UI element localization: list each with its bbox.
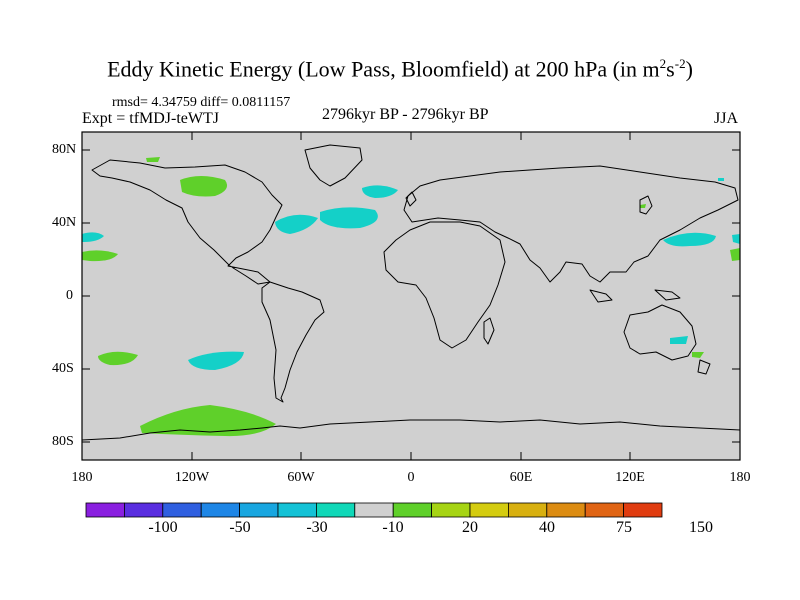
patch-south-pacific-neg (188, 351, 244, 370)
patch-north-atlantic-neg (362, 185, 398, 198)
greenland-coast (304, 144, 363, 187)
lon-label: 60W (287, 470, 315, 485)
lat-label: 0 (66, 288, 73, 303)
colorbar (85, 502, 663, 518)
lon-label: 120W (174, 470, 210, 485)
eurasia-coast (403, 165, 739, 283)
patch-west-pacific-pos (82, 250, 118, 262)
period-label: 2796kyr BP - 2796kyr BP (322, 106, 489, 123)
colorbar-label: 150 (689, 519, 713, 536)
negative-anomaly-patches (82, 178, 740, 370)
south-america-coast (261, 281, 325, 403)
lat-label: 40N (52, 215, 77, 230)
patch-antarctic-pos (140, 405, 276, 437)
lon-label: 180 (71, 470, 93, 485)
colorbar-box (469, 502, 509, 518)
colorbar-box (584, 502, 625, 518)
antarctica-coast (81, 419, 741, 441)
colorbar-box (431, 502, 471, 518)
australia-coast (623, 304, 697, 361)
season-label: JJA (714, 110, 739, 127)
colorbar-box (623, 502, 663, 518)
colorbar-box (277, 502, 317, 518)
lat-label: 80N (52, 142, 77, 157)
patch-japan-pos (640, 204, 646, 208)
patch-atlantic-neg-2 (320, 207, 378, 229)
patch-north-pacific-neg (663, 232, 716, 247)
madagascar-coast (483, 317, 495, 345)
patch-south-pacific-pos (98, 351, 138, 366)
plot-title: Eddy Kinetic Energy (Low Pass, Bloomfiel… (107, 56, 693, 82)
lon-label: 180 (729, 470, 751, 485)
colorbar-label: 20 (462, 519, 478, 536)
patch-pacific-neg (82, 232, 104, 242)
colorbar-label: 75 (616, 519, 632, 536)
britain-coast (405, 191, 417, 207)
north-america-coast (91, 159, 283, 285)
colorbar-box (315, 502, 356, 518)
patch-arctic-pos (146, 157, 160, 162)
colorbar-box (239, 502, 279, 518)
colorbar-label: 40 (539, 519, 555, 536)
patch-east-edge-neg (732, 234, 740, 244)
colorbar-box (162, 502, 202, 518)
colorbar-label: -100 (148, 519, 178, 536)
experiment-label: Expt = tfMDJ-teWTJ (82, 110, 219, 127)
new-guinea-coast (654, 289, 681, 301)
lon-label: 120E (615, 470, 645, 485)
colorbar-box (546, 502, 586, 518)
new-zealand-coast (697, 359, 711, 375)
colorbar-label: -30 (306, 519, 328, 536)
colorbar-box (124, 502, 164, 518)
colorbar-box (200, 502, 240, 518)
lat-label: 40S (52, 361, 74, 376)
africa-coast (383, 221, 506, 349)
coastlines (81, 144, 741, 441)
positive-anomaly-patches (82, 157, 740, 437)
lon-label: 60E (509, 470, 533, 485)
rmsd-diff-text: rmsd= 4.34759 diff= 0.0811157 (112, 95, 291, 110)
patch-north-pacific-pos (180, 176, 228, 197)
patch-arctic-neg (718, 178, 724, 181)
patch-east-edge-pos (730, 248, 740, 261)
patch-australia-pos (692, 352, 704, 358)
lat-label: 80S (52, 434, 74, 449)
patch-atlantic-neg-1 (275, 214, 318, 234)
colorbar-label: -10 (382, 519, 404, 536)
colorbar-label: -50 (229, 519, 251, 536)
axis-ticks (81, 132, 741, 460)
lon-label: 0 (407, 470, 415, 485)
colorbar-box (507, 502, 548, 518)
japan-coast (639, 195, 653, 215)
colorbar-box (354, 502, 394, 518)
colorbar-box (392, 502, 433, 518)
colorbar-box (85, 502, 125, 518)
borneo-sumatra-coast (589, 289, 613, 303)
patch-australia-neg (670, 336, 688, 344)
